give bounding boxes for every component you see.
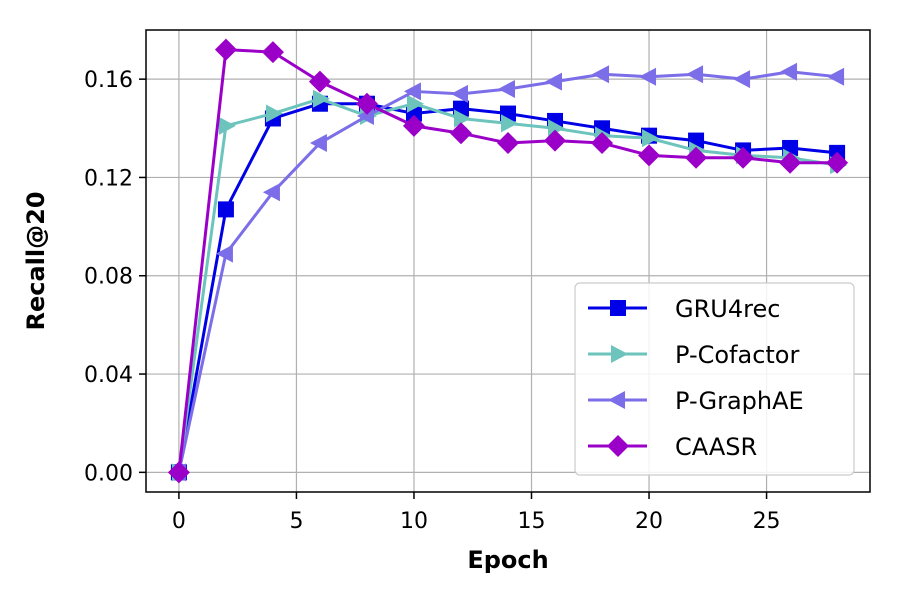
data-point-caasr — [355, 92, 378, 115]
y-tick-label: 0.08 — [84, 265, 133, 290]
data-point-p-cofactor — [406, 94, 424, 113]
x-tick-label: 20 — [635, 509, 663, 534]
legend-box — [574, 282, 855, 476]
legend-label-p-graphae: P-GraphAE — [675, 387, 804, 415]
y-tick-label: 0.16 — [84, 68, 133, 93]
y-tick-label: 0.04 — [84, 363, 133, 388]
tick-layer: 0 5 10 15 20 25 0.00 0.04 0.08 0.12 0.16 — [84, 68, 781, 534]
data-point-p-graphae — [403, 82, 421, 101]
legend: GRU4rec P-Cofactor P-GraphAE CAASR — [574, 282, 855, 476]
plot-frame — [145, 29, 871, 493]
data-point-p-graphae — [686, 65, 704, 84]
data-point-caasr — [214, 38, 237, 61]
data-point-caasr — [308, 70, 331, 93]
data-point-caasr — [826, 151, 849, 174]
x-axis-label: Epoch — [467, 546, 548, 574]
legend-label-p-cofactor: P-Cofactor — [675, 341, 799, 369]
data-point-caasr — [167, 461, 190, 484]
series-p-graphae — [168, 62, 845, 482]
data-point-caasr — [449, 122, 472, 145]
data-point-p-graphae — [639, 67, 657, 86]
data-point-p-graphae — [827, 67, 845, 86]
x-tick-label: 10 — [400, 509, 428, 534]
x-tick-label: 25 — [753, 509, 781, 534]
data-point-p-cofactor — [218, 116, 236, 135]
data-point-caasr — [544, 129, 567, 152]
data-point-p-cofactor — [642, 129, 660, 148]
x-tick-label: 15 — [518, 509, 546, 534]
data-point-p-graphae — [733, 70, 751, 89]
data-point-p-cofactor — [265, 104, 283, 123]
data-point-caasr — [779, 151, 802, 174]
x-tick-label: 0 — [172, 509, 186, 534]
data-point-p-graphae — [498, 79, 515, 98]
data-point-caasr — [591, 132, 614, 155]
data-point-p-cofactor — [453, 109, 471, 128]
data-point-caasr — [732, 146, 755, 169]
series-caasr — [167, 38, 849, 484]
x-tick-label: 5 — [289, 509, 303, 534]
data-point-caasr — [685, 146, 708, 169]
data-point-p-graphae — [262, 183, 280, 202]
legend-marker-p-cofactor — [611, 345, 628, 363]
data-point-p-cofactor — [312, 89, 330, 108]
data-point-caasr — [497, 132, 519, 155]
legend-marker-p-graphae — [608, 391, 625, 409]
data-point-p-graphae — [545, 72, 563, 91]
legend-marker-caasr — [607, 435, 629, 457]
data-point-p-cofactor — [501, 114, 518, 133]
data-point-p-graphae — [450, 84, 468, 103]
legend-label-gru4rec: GRU4rec — [675, 295, 780, 323]
y-tick-label: 0.00 — [84, 461, 133, 486]
data-point-p-graphae — [215, 244, 233, 263]
data-point-caasr — [402, 114, 425, 137]
y-axis-label: Recall@20 — [22, 191, 50, 330]
y-tick-label: 0.12 — [84, 166, 133, 191]
data-point-caasr — [638, 144, 661, 167]
data-point-p-graphae — [592, 65, 610, 84]
data-point-p-graphae — [309, 134, 327, 153]
legend-label-caasr: CAASR — [675, 433, 757, 461]
legend-marker-gru4rec — [610, 300, 626, 316]
data-point-p-graphae — [780, 62, 798, 81]
data-point-caasr — [261, 41, 284, 64]
series-layer — [167, 38, 849, 484]
data-point-gru4rec — [217, 201, 234, 218]
